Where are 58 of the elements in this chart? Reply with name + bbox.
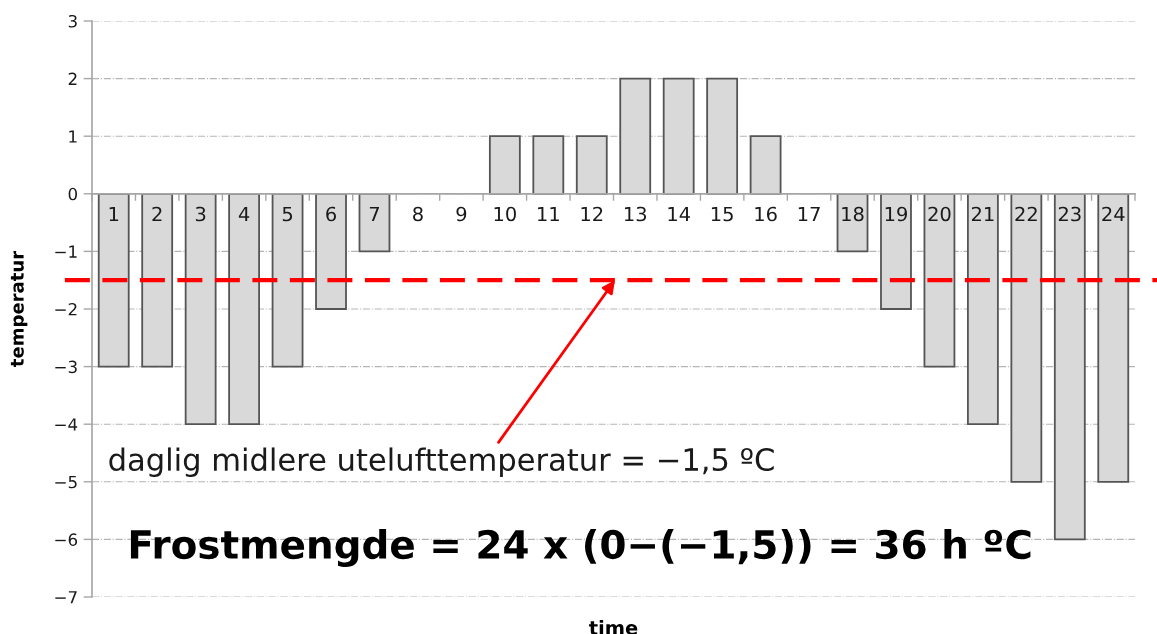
x-tick-label: 19 bbox=[885, 206, 907, 222]
bar bbox=[532, 135, 565, 195]
y-tick-label: 1 bbox=[69, 130, 77, 143]
x-tick-label: 2 bbox=[152, 206, 162, 222]
x-tick-label: 23 bbox=[1058, 206, 1081, 222]
bar bbox=[749, 135, 782, 195]
x-tick-label: 1 bbox=[109, 206, 119, 222]
bar bbox=[358, 192, 391, 253]
bar bbox=[271, 192, 304, 368]
y-tick-label: 0 bbox=[68, 187, 77, 201]
y-tick-label: 3 bbox=[68, 14, 77, 28]
bar bbox=[488, 135, 521, 195]
x-tick-label: 15 bbox=[711, 206, 733, 222]
bar bbox=[1053, 192, 1086, 541]
x-tick-label: 7 bbox=[369, 206, 379, 222]
y-axis-title: temperatur bbox=[10, 250, 28, 367]
bar bbox=[1010, 192, 1043, 483]
y-tick-label: −2 bbox=[55, 302, 77, 316]
annotation: Frostmengde = 24 x (0−(−1,5)) = 36 h ºC bbox=[130, 529, 1031, 568]
x-tick-label: 21 bbox=[971, 206, 994, 222]
y-tick-label: 2 bbox=[68, 72, 77, 85]
x-tick-label: 18 bbox=[842, 206, 864, 222]
x-tick-label: 4 bbox=[238, 206, 250, 222]
x-tick-label: 10 bbox=[494, 206, 516, 222]
x-tick-label: 17 bbox=[798, 206, 820, 222]
bar bbox=[880, 192, 912, 310]
bar bbox=[228, 192, 261, 426]
ref-line-label: daglig midlere utelufttemperatur = −1,5 ºC bbox=[109, 447, 774, 477]
y-tick-label: −6 bbox=[55, 533, 78, 546]
y-tick-label: −4 bbox=[55, 418, 78, 431]
bar bbox=[966, 192, 999, 426]
x-tick-label: 22 bbox=[1015, 206, 1037, 222]
x-tick-label: 9 bbox=[456, 206, 467, 222]
x-tick-label: 20 bbox=[928, 206, 951, 222]
x-tick-label: 12 bbox=[581, 206, 603, 222]
bar bbox=[706, 77, 739, 195]
bar bbox=[184, 192, 217, 426]
x-tick-label: 6 bbox=[326, 206, 336, 222]
x-tick-label: 3 bbox=[195, 206, 206, 222]
x-tick-label: 11 bbox=[538, 206, 559, 222]
x-tick-label: 24 bbox=[1102, 206, 1125, 222]
y-tick-label: −7 bbox=[55, 591, 77, 604]
bar bbox=[1097, 192, 1130, 483]
y-tick-label: −5 bbox=[55, 475, 77, 489]
bar bbox=[619, 77, 652, 195]
bar bbox=[97, 192, 130, 368]
y-tick-label: −3 bbox=[55, 360, 77, 374]
bar bbox=[923, 192, 956, 368]
x-tick-label: 8 bbox=[413, 206, 423, 222]
x-tick-label: 13 bbox=[624, 206, 647, 222]
bar bbox=[575, 135, 608, 195]
bar bbox=[662, 77, 695, 195]
x-tick-label: 5 bbox=[282, 206, 293, 222]
bar bbox=[315, 192, 347, 310]
x-tick-label: 14 bbox=[668, 206, 690, 222]
y-tick-label: −1 bbox=[55, 245, 77, 258]
bar bbox=[141, 192, 174, 368]
x-tick-label: 16 bbox=[755, 206, 777, 222]
